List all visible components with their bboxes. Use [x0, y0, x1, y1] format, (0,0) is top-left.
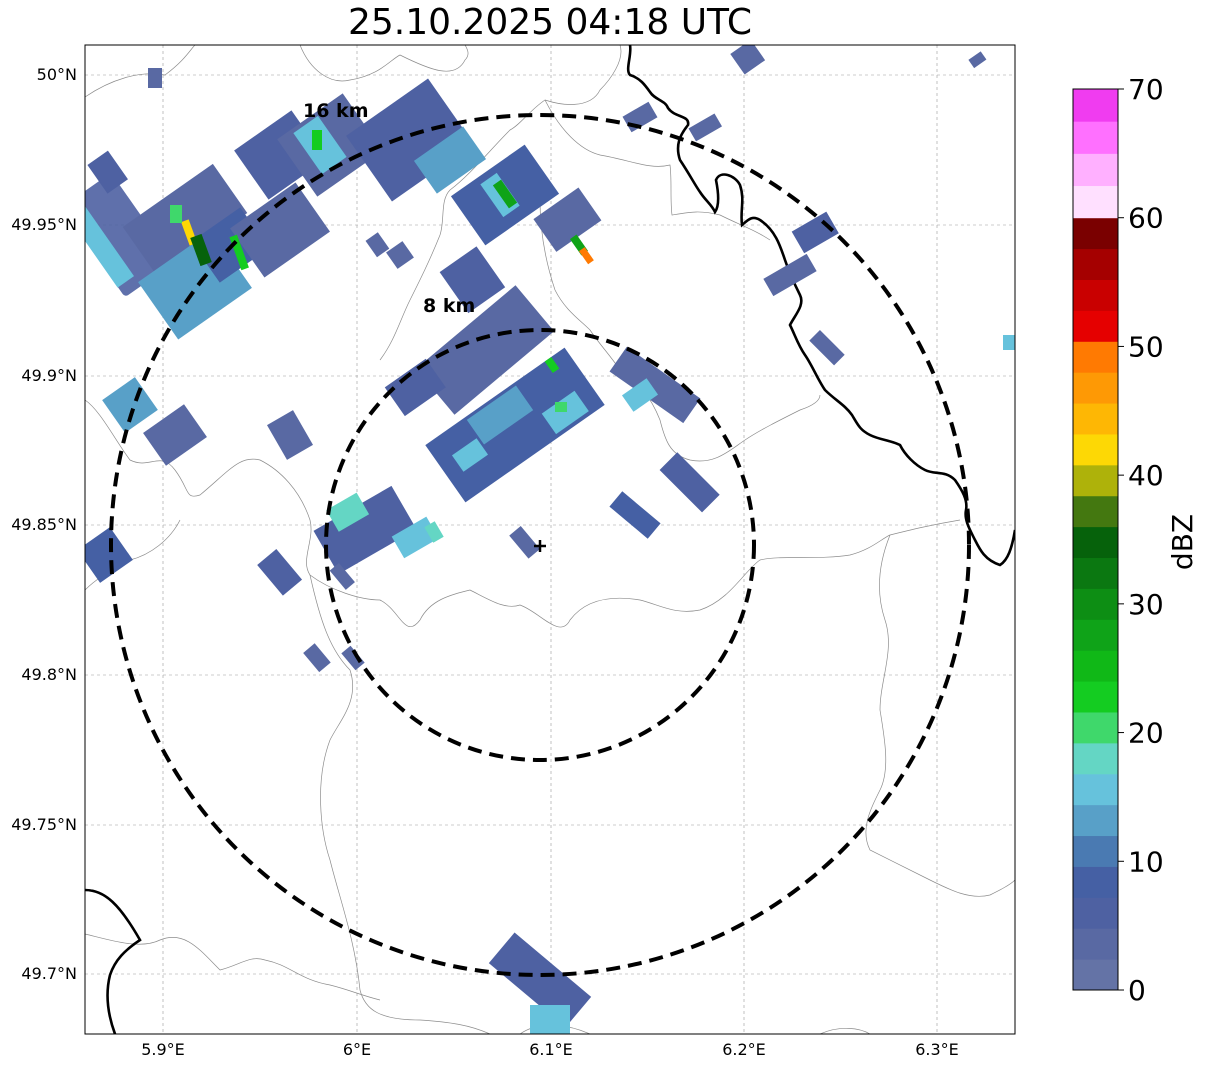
colorbar-swatch: [1073, 588, 1118, 620]
colorbar-swatch: [1073, 185, 1118, 219]
colorbar-swatch: [1073, 121, 1118, 154]
colorbar-swatch: [1073, 372, 1118, 404]
colorbar-swatch: [1073, 217, 1118, 250]
lat-tick-label: 50°N: [37, 65, 77, 84]
range-ring-16km: [109, 113, 971, 977]
colorbar-tick-label: 70: [1128, 73, 1164, 106]
lat-tick-label: 49.95°N: [11, 215, 77, 234]
colorbar-swatch: [1073, 897, 1118, 929]
colorbar-swatch: [1073, 310, 1118, 342]
latitude-ticks: 50°N 49.95°N 49.9°N 49.85°N 49.8°N 49.75…: [11, 65, 77, 983]
colorbar-swatch: [1073, 928, 1118, 960]
lat-tick-label: 49.7°N: [21, 964, 77, 983]
colorbar-swatch: [1073, 742, 1118, 775]
reflectivity-echoes: [85, 45, 1015, 1034]
colorbar-border: [1072, 88, 1119, 991]
colorbar-swatch: [1073, 89, 1118, 122]
colorbar-tick-label: 60: [1128, 202, 1164, 235]
lat-tick-label: 49.75°N: [11, 815, 77, 834]
colorbar-swatch: [1073, 557, 1118, 589]
colorbar-swatch: [1073, 804, 1118, 837]
colorbar-swatch: [1073, 773, 1118, 806]
colorbar-swatch: [1073, 495, 1118, 528]
colorbar-swatch: [1073, 959, 1118, 991]
admin-boundaries: [85, 45, 1015, 1034]
lat-tick-label: 49.8°N: [21, 665, 77, 684]
colorbar-ticks: 0 10 20 30 40 50 60 70: [1118, 73, 1164, 1007]
colorbar-swatch: [1073, 650, 1118, 682]
range-ring-8km: [324, 328, 756, 762]
colorbar-title: dBZ: [1166, 514, 1199, 570]
colorbar-swatch: [1073, 681, 1118, 713]
colorbar: 0 10 20 30 40 50 60 70 dBZ: [1072, 73, 1199, 1007]
lon-tick-label: 6.3°E: [915, 1040, 959, 1059]
colorbar-swatch: [1073, 248, 1118, 280]
lon-tick-label: 5.9°E: [141, 1040, 185, 1059]
colorbar-swatches: [1073, 89, 1118, 991]
colorbar-swatch: [1073, 866, 1118, 898]
colorbar-tick-label: 40: [1128, 459, 1164, 492]
colorbar-swatch: [1073, 279, 1118, 311]
range-ring-label-8km: 8 km: [423, 295, 475, 317]
colorbar-swatch: [1073, 153, 1118, 187]
radar-site-marker: [534, 540, 546, 552]
colorbar-swatch: [1073, 403, 1118, 435]
colorbar-swatch: [1073, 341, 1118, 373]
colorbar-swatch: [1073, 526, 1118, 559]
colorbar-swatch: [1073, 464, 1118, 497]
colorbar-swatch: [1073, 835, 1118, 867]
colorbar-tick-label: 20: [1128, 717, 1164, 750]
lat-tick-label: 49.85°N: [11, 515, 77, 534]
lon-tick-label: 6.2°E: [722, 1040, 766, 1059]
colorbar-tick-label: 0: [1128, 974, 1146, 1007]
range-ring-label-16km: 16 km: [303, 100, 369, 122]
range-rings: [109, 113, 971, 977]
colorbar-swatch: [1073, 619, 1118, 651]
longitude-ticks: 5.9°E 6°E 6.1°E 6.2°E 6.3°E: [141, 1040, 959, 1059]
lon-tick-label: 6°E: [343, 1040, 371, 1059]
colorbar-swatch: [1073, 711, 1118, 744]
lon-tick-label: 6.1°E: [529, 1040, 573, 1059]
colorbar-swatch: [1073, 433, 1118, 466]
map-title: 25.10.2025 04:18 UTC: [347, 2, 753, 43]
map-border: [84, 44, 1016, 1035]
colorbar-tick-label: 50: [1128, 330, 1164, 363]
colorbar-tick-label: 30: [1128, 588, 1164, 621]
colorbar-tick-label: 10: [1128, 845, 1164, 878]
lat-tick-label: 49.9°N: [21, 366, 77, 385]
